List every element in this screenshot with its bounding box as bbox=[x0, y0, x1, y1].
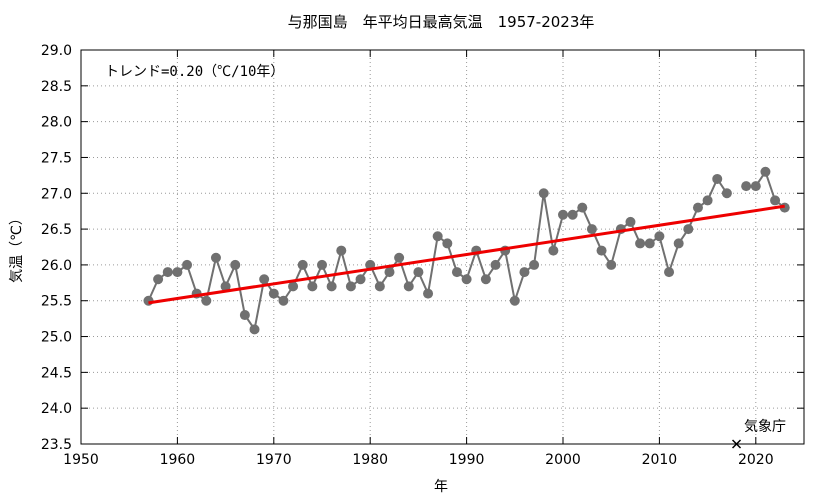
data-point bbox=[355, 274, 366, 285]
data-point bbox=[577, 202, 588, 213]
data-point bbox=[297, 259, 308, 270]
y-tick-label: 28.0 bbox=[41, 115, 72, 131]
data-point bbox=[519, 267, 530, 278]
data-point bbox=[423, 288, 434, 299]
data-point bbox=[741, 181, 752, 192]
data-point bbox=[586, 224, 597, 235]
x-tick-label: 1950 bbox=[63, 452, 99, 468]
y-tick-label: 25.5 bbox=[41, 294, 72, 310]
data-point bbox=[259, 274, 270, 285]
y-tick-label: 24.5 bbox=[41, 365, 72, 381]
data-point bbox=[413, 267, 424, 278]
data-point bbox=[451, 267, 462, 278]
x-tick-label: 1980 bbox=[352, 452, 388, 468]
data-point bbox=[317, 259, 327, 270]
data-point bbox=[162, 267, 173, 278]
chart-title: 与那国島 年平均日最高気温 1957-2023年 bbox=[288, 13, 595, 31]
source-label: 気象庁 bbox=[744, 419, 786, 435]
x-tick-label: 2020 bbox=[738, 452, 774, 468]
y-tick-label: 23.5 bbox=[41, 437, 72, 453]
data-point bbox=[182, 259, 193, 270]
x-tick-label: 2000 bbox=[545, 452, 581, 468]
data-point bbox=[153, 274, 164, 285]
data-point bbox=[596, 245, 607, 256]
data-point bbox=[567, 209, 578, 220]
data-point bbox=[432, 231, 443, 242]
y-tick-label: 28.5 bbox=[41, 79, 72, 95]
y-axis-label: 気温（℃） bbox=[9, 211, 25, 283]
x-tick-label: 1960 bbox=[160, 452, 196, 468]
data-point bbox=[625, 216, 636, 227]
x-axis-label: 年 bbox=[434, 479, 448, 495]
y-tick-label: 27.5 bbox=[41, 150, 72, 166]
data-point bbox=[384, 267, 395, 278]
data-point bbox=[509, 295, 520, 306]
trend-annotation: トレンド=0.20（℃/10年） bbox=[105, 64, 284, 80]
data-point bbox=[201, 295, 212, 306]
y-tick-label: 26.5 bbox=[41, 222, 72, 238]
series-line bbox=[147, 176, 728, 332]
data-point bbox=[374, 281, 385, 292]
x-tick-label: 1990 bbox=[449, 452, 485, 468]
data-point bbox=[239, 310, 250, 321]
grid bbox=[81, 50, 804, 444]
x-tick-label: 2010 bbox=[642, 452, 678, 468]
source-marker bbox=[731, 439, 742, 449]
data-point bbox=[770, 195, 781, 206]
data-point bbox=[345, 281, 356, 292]
data-point bbox=[326, 281, 337, 292]
data-point bbox=[210, 252, 221, 263]
y-tick-label: 27.0 bbox=[41, 186, 72, 202]
data-point bbox=[702, 195, 713, 206]
data-point bbox=[538, 188, 549, 199]
data-point bbox=[403, 281, 414, 292]
data-point bbox=[712, 173, 723, 184]
data-point bbox=[760, 166, 771, 177]
data-point bbox=[288, 281, 299, 292]
data-point bbox=[461, 274, 472, 285]
data-point bbox=[606, 259, 617, 270]
series bbox=[143, 166, 790, 449]
data-point bbox=[220, 281, 231, 292]
data-point bbox=[635, 238, 646, 249]
data-point bbox=[750, 181, 761, 192]
x-tick-label: 1970 bbox=[256, 452, 292, 468]
y-tick-label: 24.0 bbox=[41, 401, 72, 417]
data-point bbox=[654, 231, 665, 242]
axes: 23.5 24.0 24.5 25.0 25.5 26.0 26.5 27.0 27.5 28.0… bbox=[41, 43, 805, 468]
data-point bbox=[307, 281, 318, 292]
data-point bbox=[721, 188, 732, 199]
data-point bbox=[673, 238, 684, 249]
data-point bbox=[683, 224, 694, 235]
y-tick-label: 26.0 bbox=[41, 258, 72, 274]
data-point bbox=[143, 295, 154, 306]
plot-frame bbox=[80, 49, 805, 445]
trend-line bbox=[148, 204, 785, 305]
data-point bbox=[172, 267, 183, 278]
y-tick-label: 25.0 bbox=[41, 330, 72, 346]
data-point bbox=[394, 252, 405, 263]
data-point bbox=[664, 267, 675, 278]
data-point bbox=[442, 238, 453, 249]
data-point bbox=[480, 274, 491, 285]
data-point bbox=[644, 238, 655, 249]
data-point bbox=[249, 324, 260, 335]
y-tick-label: 29.0 bbox=[41, 43, 72, 59]
data-point bbox=[336, 245, 347, 256]
data-point bbox=[278, 295, 289, 306]
data-point bbox=[692, 202, 703, 213]
data-point bbox=[490, 259, 501, 270]
data-point bbox=[558, 209, 568, 220]
data-point bbox=[548, 245, 559, 256]
data-point bbox=[268, 288, 279, 299]
data-point bbox=[230, 259, 241, 270]
data-point bbox=[529, 259, 540, 270]
